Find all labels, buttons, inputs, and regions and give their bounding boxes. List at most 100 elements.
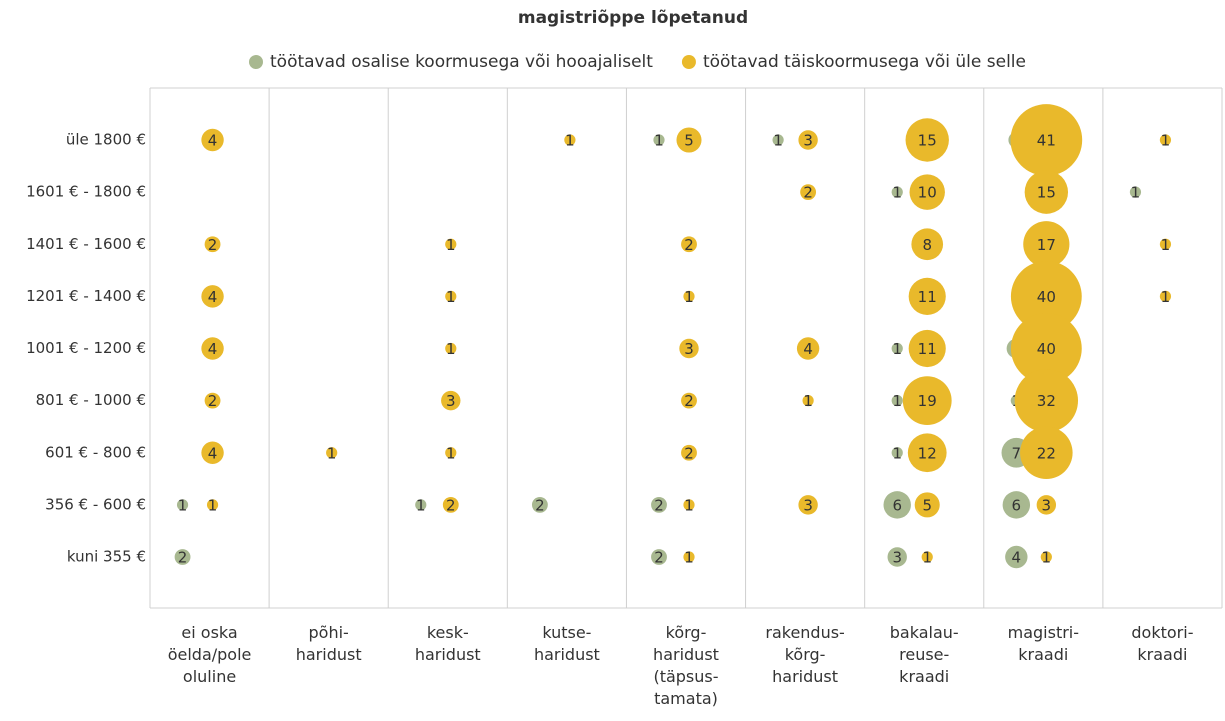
bubble <box>683 290 695 302</box>
bubble <box>891 186 903 198</box>
bubble <box>445 342 457 355</box>
bubble <box>908 329 946 368</box>
data-label: 5 <box>922 496 932 514</box>
bubble <box>651 496 667 513</box>
data-label: 6 <box>1012 496 1022 514</box>
data-label: 2 <box>684 392 694 410</box>
data-label: 17 <box>1037 236 1056 254</box>
bubble <box>802 395 814 407</box>
bubble <box>1005 545 1028 569</box>
x-tick-label: doktori- kraadi <box>1131 623 1194 664</box>
y-tick-label: 1401 € - 1600 € <box>26 235 146 253</box>
bubble <box>442 496 459 513</box>
bubble <box>902 376 952 426</box>
bubble <box>798 495 818 515</box>
bubble <box>800 184 817 201</box>
bubble <box>201 285 224 308</box>
x-tick-label: kutse- haridust <box>533 623 600 664</box>
data-label: 1 <box>892 444 902 462</box>
data-label: 1 <box>773 132 783 150</box>
data-label: 1 <box>446 444 456 462</box>
legend-label: töötavad osalise koormusega või hooajali… <box>270 52 653 72</box>
data-label: 1 <box>803 392 813 410</box>
data-label: 6 <box>892 496 902 514</box>
x-tick-label: ei oska öelda/pole oluline <box>167 623 252 686</box>
data-label: 2 <box>446 496 456 514</box>
bubble <box>201 337 224 360</box>
data-label: 1 <box>446 340 456 358</box>
data-label: 4 <box>208 288 218 306</box>
x-tick-label: bakalau- reuse- kraadi <box>889 623 959 686</box>
data-label: 1 <box>892 340 902 358</box>
bubble <box>1024 170 1069 214</box>
bubble <box>798 130 818 150</box>
data-label: 1 <box>892 184 902 202</box>
data-label: 1 <box>1161 236 1171 254</box>
bubble <box>1023 221 1070 268</box>
bubble <box>679 338 699 359</box>
bubble <box>796 337 820 360</box>
bubble <box>651 549 667 565</box>
bubble <box>891 342 903 355</box>
data-label: 1 <box>922 549 932 567</box>
data-label: 2 <box>208 236 218 254</box>
bubble <box>1036 495 1057 515</box>
data-label: 1 <box>416 496 426 514</box>
bubble <box>905 118 949 162</box>
data-label: 2 <box>535 496 545 514</box>
bubble <box>1159 290 1172 302</box>
data-label: 8 <box>922 236 932 254</box>
x-tick-label: põhi- haridust <box>295 623 362 664</box>
data-label: 12 <box>918 444 937 462</box>
bubble <box>907 433 947 473</box>
data-label: 1 <box>684 496 694 514</box>
bubble <box>1129 186 1142 198</box>
bubble <box>441 390 461 411</box>
data-label: 32 <box>1037 392 1056 410</box>
legend-marker <box>249 55 263 69</box>
bubble <box>445 290 457 302</box>
legend-marker <box>681 55 696 69</box>
data-label: 2 <box>178 549 188 567</box>
data-label: 40 <box>1037 288 1056 306</box>
bubble <box>909 174 945 210</box>
data-label: 2 <box>803 184 813 202</box>
bubble <box>891 395 903 407</box>
bubble <box>772 134 784 146</box>
bubble <box>445 447 457 459</box>
data-label: 1 <box>1161 288 1171 306</box>
data-label: 2 <box>654 549 664 567</box>
data-label: 22 <box>1037 444 1056 462</box>
data-label: 1 <box>446 288 456 306</box>
bubble <box>1010 313 1082 384</box>
data-label: 19 <box>918 392 937 410</box>
data-label: 1 <box>892 392 902 410</box>
y-tick-label: 1201 € - 1400 € <box>26 287 146 305</box>
data-label: 15 <box>918 132 937 150</box>
data-label: 1 <box>684 288 694 306</box>
data-label: 4 <box>208 444 218 462</box>
bubble <box>531 496 548 513</box>
bubble <box>653 134 665 146</box>
bubble <box>676 127 702 153</box>
data-label: 3 <box>1042 496 1052 514</box>
bubble <box>908 277 946 315</box>
legend-label: töötavad täiskoormusega või üle selle <box>703 52 1026 72</box>
bubble <box>1159 134 1172 146</box>
x-tick-label: kesk- haridust <box>414 623 481 664</box>
data-label: 2 <box>684 444 694 462</box>
data-label: 3 <box>803 132 813 150</box>
data-label: 3 <box>684 340 694 358</box>
bubble <box>887 547 907 567</box>
bubble <box>681 392 697 409</box>
data-label: 3 <box>892 549 902 567</box>
bubble <box>1159 238 1172 250</box>
data-label: 1 <box>208 496 218 514</box>
data-label: 41 <box>1037 132 1056 150</box>
bubble <box>891 447 903 459</box>
data-label: 1 <box>327 444 337 462</box>
bubble <box>174 549 191 565</box>
y-tick-label: 1601 € - 1800 € <box>26 183 146 201</box>
